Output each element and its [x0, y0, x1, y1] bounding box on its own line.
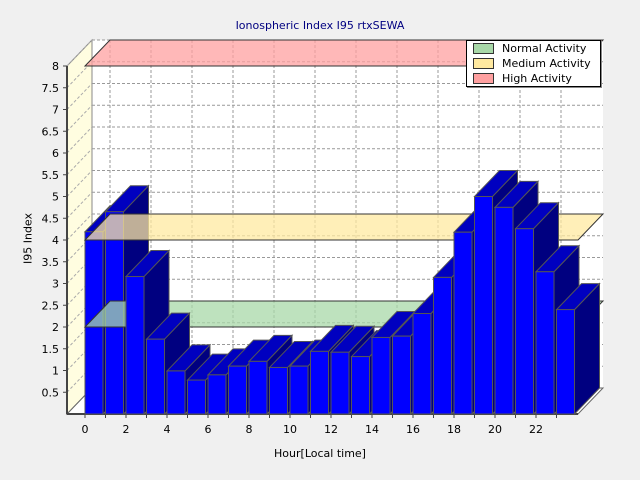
y-tick-label: 6	[52, 147, 59, 160]
y-tick-label: 6.5	[42, 125, 60, 138]
y-tick-label: 8	[52, 60, 59, 73]
x-axis-label: Hour[Local time]	[274, 447, 366, 460]
legend-item-high: High Activity	[467, 71, 600, 86]
bar	[125, 276, 145, 415]
x-tick-label: 18	[447, 423, 461, 436]
x-tick-label: 16	[406, 423, 420, 436]
bar	[248, 360, 268, 415]
legend: Normal Activity Medium Activity High Act…	[466, 40, 601, 87]
y-tick-label: 0.5	[42, 386, 60, 399]
bar	[351, 356, 370, 415]
bar	[207, 374, 227, 415]
bar	[310, 350, 329, 415]
legend-swatch-normal	[473, 43, 494, 54]
x-tick-label: 12	[324, 423, 338, 436]
chart-title: Ionospheric Index I95 rtxSEWA	[235, 19, 405, 32]
y-tick-label: 7.5	[42, 82, 60, 95]
y-tick-label: 1.5	[42, 343, 60, 356]
grid-line-wall	[66, 39, 93, 67]
y-tick-label: 1	[52, 365, 59, 378]
bar	[412, 313, 432, 415]
x-tick-label: 6	[205, 423, 212, 436]
bar	[289, 365, 309, 415]
bar	[474, 196, 493, 415]
bar	[146, 338, 165, 415]
bar	[392, 335, 411, 415]
y-tick-label: 2	[52, 321, 59, 334]
grid-line-wall	[66, 213, 93, 241]
bar	[433, 276, 452, 415]
x-tick-label: 14	[365, 423, 379, 436]
bar	[535, 271, 555, 415]
bar	[166, 370, 186, 415]
x-tick-label: 0	[82, 423, 89, 436]
x-tick-label: 20	[488, 423, 502, 436]
grid-line-wall	[66, 83, 93, 110]
y-tick-label: 4	[52, 234, 59, 247]
y-tick-label: 3	[52, 278, 59, 291]
bar	[228, 365, 247, 415]
bar	[453, 231, 473, 415]
legend-swatch-high	[473, 73, 494, 84]
legend-item-normal: Normal Activity	[467, 41, 600, 56]
grid-line-wall	[66, 191, 93, 219]
bar	[515, 228, 534, 415]
x-tick-label: 2	[123, 423, 130, 436]
x-tick-label: 10	[283, 423, 297, 436]
y-tick-label: 5	[52, 191, 59, 204]
legend-swatch-medium	[473, 58, 494, 69]
bar	[187, 379, 206, 415]
y-tick-label: 7	[52, 104, 59, 117]
y-tick-label: 3.5	[42, 256, 60, 269]
bar	[556, 309, 575, 415]
bar	[330, 351, 350, 415]
bar	[371, 336, 391, 415]
bar	[494, 206, 514, 415]
legend-label-normal: Normal Activity	[502, 42, 587, 55]
x-tick-label: 8	[246, 423, 253, 436]
y-tick-label: 5.5	[42, 169, 60, 182]
legend-label-high: High Activity	[502, 72, 572, 85]
legend-label-medium: Medium Activity	[502, 57, 591, 70]
y-axis-label: I95 Index	[21, 212, 35, 265]
grid-line-wall	[66, 148, 93, 176]
x-tick-label: 22	[529, 423, 543, 436]
y-tick-label: 2.5	[42, 299, 60, 312]
y-tick-label: 4.5	[42, 212, 60, 225]
grid-line-wall	[66, 170, 93, 197]
grid-line-wall	[66, 104, 93, 132]
bar	[269, 366, 288, 415]
x-tick-label: 4	[164, 423, 171, 436]
grid-line-wall	[66, 126, 93, 154]
legend-item-medium: Medium Activity	[467, 56, 600, 71]
